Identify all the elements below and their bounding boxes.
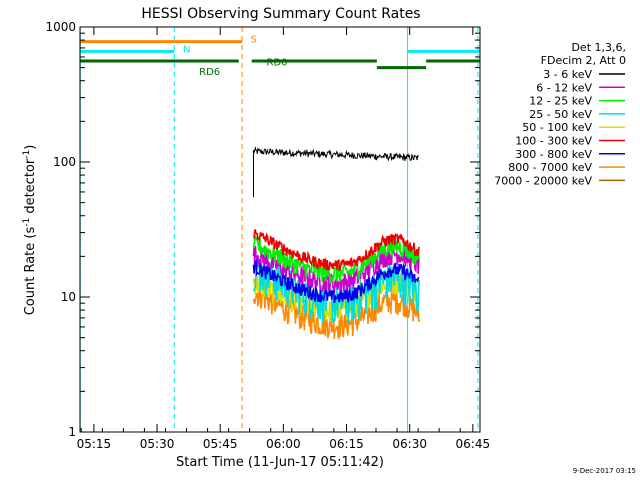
legend-label: 300 - 800 keV xyxy=(515,148,592,161)
x-tick-label: 06:45 xyxy=(456,437,491,451)
y-axis: 1 10 100 1000 xyxy=(45,20,480,439)
attenuator-label: RD6 xyxy=(199,67,220,78)
series-layer xyxy=(252,146,420,341)
legend-label: 25 - 50 keV xyxy=(529,108,592,121)
series-line-6 xyxy=(252,259,420,303)
generation-timestamp: 9-Dec-2017 03:15 xyxy=(573,467,636,475)
y-tick-label: 1000 xyxy=(45,20,76,34)
x-axis: 05:15 05:30 05:45 06:00 06:15 06:30 06:45 xyxy=(77,27,491,451)
legend-label: 800 - 7000 keV xyxy=(508,161,592,174)
x-tick-label: 05:30 xyxy=(140,437,175,451)
legend-label: 6 - 12 keV xyxy=(536,81,592,94)
y-axis-label-group: Count Rate (s-1 detector-1) xyxy=(22,145,38,316)
series-line-1 xyxy=(252,242,420,294)
y-axis-label-mid: detector xyxy=(23,158,38,218)
series-line-5 xyxy=(252,228,420,272)
y-axis-label: Count Rate (s-1 detector-1) xyxy=(22,145,38,316)
y-tick-label: 10 xyxy=(61,290,76,304)
x-tick-label: 06:30 xyxy=(392,437,427,451)
x-tick-label: 05:15 xyxy=(77,437,112,451)
attenuator-label: RD0 xyxy=(267,58,288,69)
legend-header-1: FDecim 2, Att 0 xyxy=(541,54,626,67)
series-line-7 xyxy=(252,285,420,341)
legend-label: 12 - 25 keV xyxy=(529,95,592,108)
legend-header-0: Det 1,3,6, xyxy=(571,41,626,54)
x-tick-label: 06:00 xyxy=(266,437,301,451)
x-tick-label: 06:15 xyxy=(329,437,364,451)
y-axis-label-sup1: -1 xyxy=(22,218,32,227)
legend-label: 50 - 100 keV xyxy=(522,121,592,134)
legend-label: 3 - 6 keV xyxy=(543,68,592,81)
attenuator-state-lines: S N RD6 RD0 xyxy=(80,35,480,78)
attenuator-label: N xyxy=(183,44,190,55)
series-line-0 xyxy=(253,146,420,198)
y-axis-label-end: ) xyxy=(23,145,38,150)
legend-label: 7000 - 20000 keV xyxy=(494,174,592,187)
y-tick-label: 100 xyxy=(53,155,76,169)
x-tick-label: 05:45 xyxy=(203,437,238,451)
y-axis-label-main: Count Rate (s xyxy=(23,227,38,316)
y-axis-label-sup2: -1 xyxy=(22,150,32,159)
legend-label: 100 - 300 keV xyxy=(515,135,592,148)
chart-title: HESSI Observing Summary Count Rates xyxy=(141,6,420,22)
y-tick-label: 1 xyxy=(68,425,76,439)
plot-frame xyxy=(79,26,481,433)
x-axis-label: Start Time (11-Jun-17 05:11:42) xyxy=(176,455,384,470)
attenuator-label: S xyxy=(251,35,257,46)
